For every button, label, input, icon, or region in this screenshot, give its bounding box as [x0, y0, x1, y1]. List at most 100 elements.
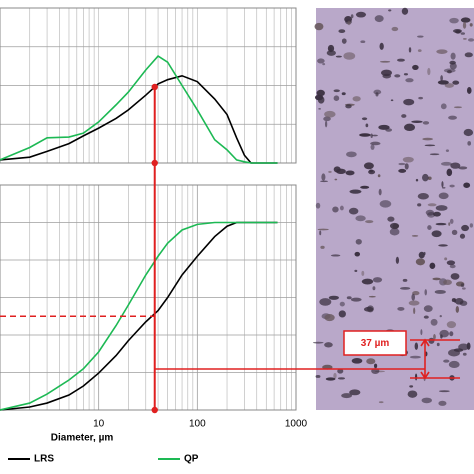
speck — [422, 173, 429, 182]
series-line — [0, 221, 278, 411]
speck — [360, 40, 366, 44]
speck — [315, 202, 321, 209]
speck — [463, 128, 474, 137]
speck — [328, 295, 339, 300]
speck — [346, 296, 352, 300]
speck — [423, 315, 429, 319]
speck — [397, 58, 405, 62]
plot-frame — [0, 7, 297, 164]
speck — [435, 222, 447, 226]
micrograph-specks — [312, 7, 474, 406]
speck — [463, 182, 471, 188]
speck — [441, 186, 446, 189]
x-tick-label: 1000 — [285, 419, 308, 430]
speck — [345, 170, 355, 176]
speck — [444, 257, 448, 261]
speck — [363, 162, 374, 170]
speck — [438, 244, 448, 247]
speck — [449, 62, 457, 70]
speck — [412, 64, 419, 70]
speck — [467, 38, 474, 42]
speck — [449, 184, 455, 188]
speck — [411, 234, 419, 237]
speck — [347, 20, 351, 26]
speck — [317, 228, 329, 231]
speck — [459, 233, 466, 239]
speck — [365, 123, 369, 128]
speck — [417, 203, 422, 207]
speck — [448, 360, 460, 368]
speck — [450, 273, 460, 280]
speck — [429, 153, 440, 156]
speck — [469, 223, 474, 228]
speck — [324, 120, 328, 128]
speck — [338, 310, 346, 318]
speck — [327, 44, 335, 53]
speck — [379, 42, 384, 50]
speck — [318, 108, 321, 110]
speck — [361, 270, 365, 276]
speck — [423, 305, 433, 312]
speck — [462, 352, 467, 356]
speck — [341, 92, 346, 96]
speck — [333, 166, 341, 173]
speck — [440, 75, 443, 82]
speck — [427, 203, 437, 207]
speck — [378, 188, 382, 196]
speck — [354, 269, 358, 273]
speck — [355, 238, 362, 245]
speck — [379, 60, 391, 63]
guide-dot — [151, 159, 158, 167]
annotation-label: 37 µm — [361, 338, 390, 349]
speck — [402, 156, 414, 163]
speck — [325, 377, 336, 381]
speck — [351, 358, 363, 364]
speck — [436, 49, 448, 54]
speck — [322, 62, 326, 66]
speck — [381, 69, 393, 77]
speck — [439, 315, 442, 318]
speck — [413, 307, 416, 315]
speck — [446, 70, 452, 74]
speck — [448, 222, 451, 226]
speck — [404, 123, 416, 132]
speck — [458, 166, 468, 170]
speck — [434, 289, 446, 294]
speck — [411, 293, 416, 301]
speck — [403, 73, 408, 76]
speck — [404, 163, 409, 170]
speck — [462, 21, 467, 29]
speck — [466, 87, 472, 94]
speck — [469, 23, 473, 27]
speck — [420, 329, 423, 336]
speck — [335, 55, 342, 58]
speck — [372, 277, 383, 283]
speck — [424, 289, 427, 296]
speck — [414, 373, 418, 381]
speck — [361, 117, 368, 121]
speck — [417, 193, 429, 200]
speck — [437, 80, 449, 85]
speck — [461, 224, 470, 232]
speck — [444, 83, 454, 88]
speck — [367, 305, 374, 313]
speck — [370, 144, 375, 150]
speck — [462, 287, 466, 290]
speck — [339, 205, 344, 211]
speck — [343, 52, 356, 60]
speck — [315, 375, 321, 378]
scale-arrow — [420, 338, 430, 380]
speck — [401, 114, 407, 118]
speck — [408, 300, 420, 306]
speck — [449, 331, 454, 337]
speck — [377, 174, 381, 178]
speck — [411, 120, 423, 124]
speck — [460, 32, 466, 35]
x-tick-label: 100 — [189, 419, 206, 430]
plot-frame — [0, 184, 297, 411]
speck — [399, 286, 411, 290]
speck — [436, 342, 440, 347]
speck — [453, 106, 462, 109]
